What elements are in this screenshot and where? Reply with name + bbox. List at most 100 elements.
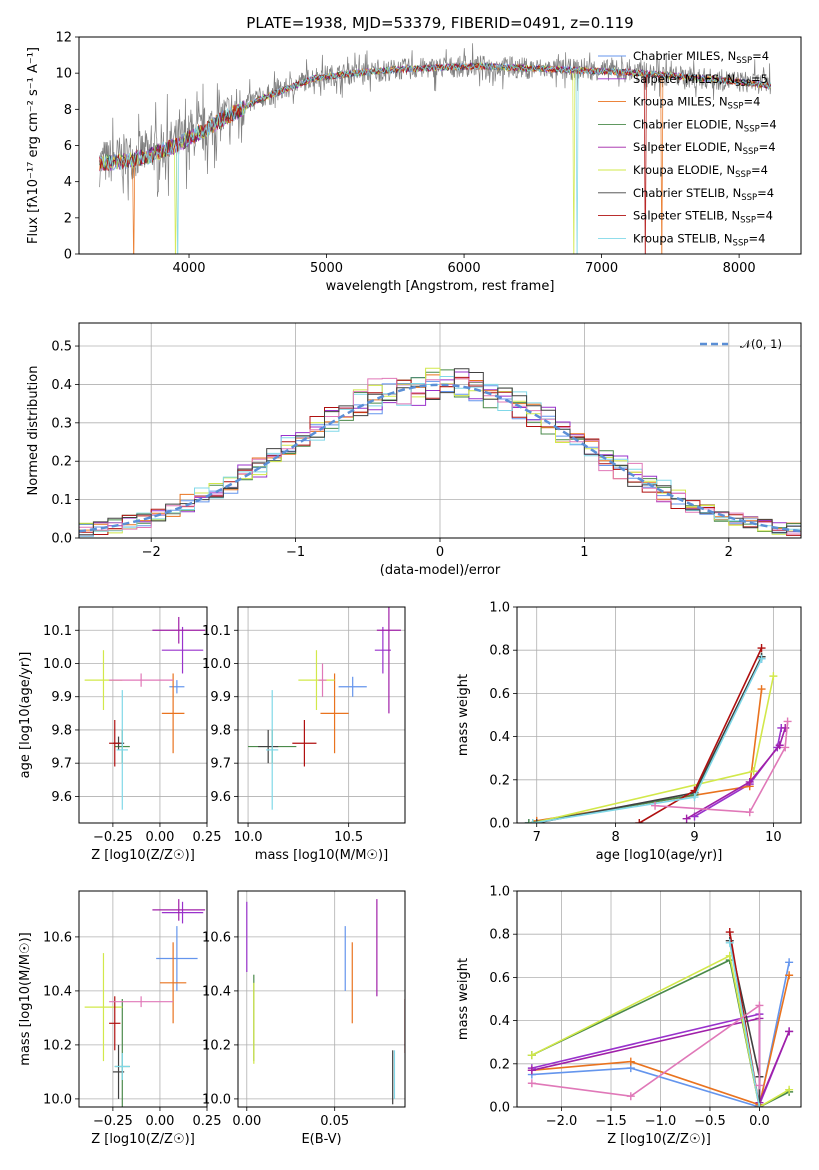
weight-marker bbox=[775, 741, 784, 750]
axes-frame bbox=[78, 36, 802, 255]
x-axis-label: wavelength [Angstrom, rest frame] bbox=[326, 279, 555, 294]
weight-marker bbox=[745, 808, 754, 817]
plot-area bbox=[246, 899, 405, 1105]
figure-title: PLATE=1938, MJD=53379, FIBERID=0491, z=0… bbox=[246, 14, 633, 32]
axes-frame bbox=[237, 890, 406, 1108]
weight-marker bbox=[527, 1079, 536, 1088]
y-tick-label: 10.2 bbox=[43, 1038, 72, 1053]
legend-entry: 𝒩(0, 1) bbox=[740, 337, 782, 351]
weight-line bbox=[532, 658, 763, 823]
panel-weight-vs-age: 7 8 9 10 0.0 0.2 0.4 0.6 0.8 1.0 age [log10(age/yr… bbox=[456, 601, 802, 863]
x-tick-label: −1.0 bbox=[645, 1114, 677, 1129]
x-tick-label: 0.25 bbox=[193, 1114, 222, 1129]
x-tick-label: 0.0 bbox=[749, 1114, 770, 1129]
x-axis-label: Z [log10(Z/Z☉)] bbox=[91, 848, 195, 863]
x-tick-label: 4000 bbox=[172, 261, 205, 276]
y-tick-label: 10 bbox=[55, 67, 72, 82]
weight-marker bbox=[755, 1081, 764, 1090]
y-tick-label: 9.9 bbox=[210, 690, 231, 705]
y-tick-label: 10.0 bbox=[202, 1092, 231, 1107]
weight-marker bbox=[783, 717, 792, 726]
legend-entry: Chabrier MILES, NSSP=4 bbox=[633, 49, 769, 66]
weight-line bbox=[536, 656, 763, 823]
weight-marker bbox=[527, 1051, 536, 1060]
axes-frame bbox=[78, 322, 802, 539]
weight-marker bbox=[755, 1103, 764, 1107]
y-tick-label: 10.1 bbox=[202, 624, 231, 639]
weight-marker bbox=[757, 654, 766, 663]
y-tick-label: 8 bbox=[64, 103, 72, 118]
weight-marker bbox=[635, 819, 644, 823]
y-tick-label: 0.8 bbox=[489, 928, 510, 943]
y-tick-label: 0.8 bbox=[489, 644, 510, 659]
y-tick-label: 2 bbox=[64, 211, 72, 226]
weight-marker bbox=[527, 1066, 536, 1075]
y-tick-label: 0.3 bbox=[51, 416, 72, 431]
x-tick-label: −0.25 bbox=[93, 830, 133, 845]
y-axis-label: Flux [fλ10⁻¹⁷ erg cm⁻² s⁻¹ A⁻¹] bbox=[26, 47, 41, 244]
panel-spectrum: 4000 5000 6000 7000 8000 0 2 4 6 8 10 12 wavelength … bbox=[26, 31, 802, 294]
weight-marker bbox=[785, 1085, 794, 1094]
y-tick-label: 10.4 bbox=[43, 984, 72, 999]
plot-area bbox=[79, 367, 801, 538]
weight-marker bbox=[781, 723, 790, 732]
y-tick-label: 0.0 bbox=[51, 532, 72, 547]
plot-area bbox=[527, 928, 794, 1107]
weight-marker bbox=[524, 819, 533, 823]
x-axis-label: Z [log10(Z/Z☉)] bbox=[607, 1132, 711, 1147]
legend-entry: Kroupa ELODIE, NSSP=4 bbox=[633, 163, 768, 180]
x-tick-label: 7 bbox=[533, 830, 541, 845]
y-tick-label: 0.6 bbox=[489, 687, 510, 702]
plot-area bbox=[248, 607, 401, 810]
y-tick-label: 9.6 bbox=[51, 790, 72, 805]
x-tick-label: 0.00 bbox=[145, 830, 174, 845]
y-tick-label: 1.0 bbox=[489, 885, 510, 900]
x-tick-label: 9 bbox=[690, 830, 698, 845]
weight-marker bbox=[781, 743, 790, 752]
legend-entry: Kroupa MILES, NSSP=4 bbox=[633, 95, 760, 112]
weight-line bbox=[729, 942, 761, 1107]
normal-curve bbox=[79, 383, 801, 533]
y-tick-label: 0.2 bbox=[51, 455, 72, 470]
y-tick-label: 0.2 bbox=[489, 1057, 510, 1072]
weight-line bbox=[531, 954, 790, 1107]
y-tick-label: 0.5 bbox=[51, 340, 72, 355]
weight-marker bbox=[532, 819, 541, 823]
panel-age-vs-mass: 10.0 10.5 9.6 9.7 9.8 9.9 10.0 10.1 mass [log10(… bbox=[202, 606, 406, 863]
axes-frame bbox=[516, 606, 802, 824]
weight-line bbox=[638, 647, 763, 823]
y-tick-label: 9.7 bbox=[210, 757, 231, 772]
weight-line bbox=[531, 1003, 761, 1098]
x-tick-label: 0 bbox=[436, 545, 444, 560]
x-tick-label: 0.00 bbox=[145, 1114, 174, 1129]
x-tick-label: −2 bbox=[142, 545, 161, 560]
legend-entry: Salpeter STELIB, NSSP=4 bbox=[633, 209, 773, 226]
y-tick-label: 10.0 bbox=[202, 657, 231, 672]
x-tick-label: 8000 bbox=[723, 261, 756, 276]
panel-mass-vs-z: −0.25 0.00 0.25 10.0 10.2 10.4 10.6 Z [log10(Z/… bbox=[18, 890, 222, 1147]
y-tick-label: 0.2 bbox=[489, 773, 510, 788]
y-tick-label: 10.1 bbox=[43, 624, 72, 639]
x-tick-label: 8 bbox=[611, 830, 619, 845]
weight-marker bbox=[785, 971, 794, 980]
y-axis-label: mass weight bbox=[456, 958, 471, 1040]
weight-marker bbox=[769, 672, 778, 681]
y-tick-label: 6 bbox=[64, 139, 72, 154]
y-tick-label: 0.0 bbox=[489, 817, 510, 832]
x-tick-label: −0.5 bbox=[694, 1114, 726, 1129]
plot-area bbox=[99, 43, 772, 254]
x-tick-label: −2.0 bbox=[546, 1114, 578, 1129]
legend-entry: Salpeter ELODIE, NSSP=4 bbox=[633, 140, 776, 157]
weight-marker bbox=[755, 1001, 764, 1010]
x-tick-label: 0.25 bbox=[193, 830, 222, 845]
weight-marker bbox=[626, 1057, 635, 1066]
y-tick-label: 9.8 bbox=[51, 723, 72, 738]
y-tick-label: 0.4 bbox=[489, 730, 510, 745]
y-tick-label: 0.6 bbox=[489, 971, 510, 986]
weight-marker bbox=[785, 958, 794, 967]
x-tick-label: −1 bbox=[286, 545, 305, 560]
y-tick-label: 10.4 bbox=[202, 984, 231, 999]
y-tick-label: 10.0 bbox=[43, 1092, 72, 1107]
panel-mass-vs-ebv: 0.00 0.05 10.0 10.2 10.4 10.6 E(B-V) bbox=[202, 890, 406, 1147]
